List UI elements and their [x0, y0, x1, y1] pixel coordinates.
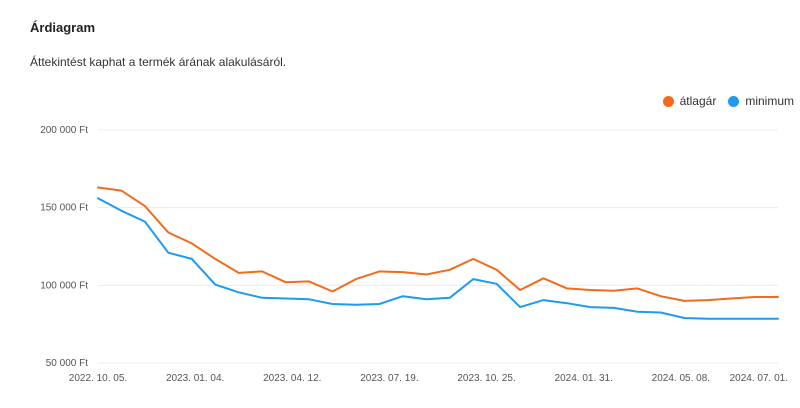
chart-legend: átlagár minimum — [662, 94, 794, 108]
chart-subtitle: Áttekintést kaphat a termék árának alaku… — [30, 55, 287, 69]
legend-item-minimum[interactable]: minimum — [728, 94, 794, 108]
chart-title: Árdiagram — [30, 20, 96, 35]
legend-dot-atlagar — [662, 95, 674, 107]
x-tick-label: 2024. 07. 01. — [730, 373, 788, 384]
legend-label-minimum: minimum — [745, 94, 794, 108]
y-tick-label: 100 000 Ft — [40, 280, 88, 291]
y-tick-label: 150 000 Ft — [40, 203, 88, 214]
x-tick-label: 2022. 10. 05. — [69, 373, 127, 384]
y-tick-label: 50 000 Ft — [46, 358, 88, 369]
x-tick-label: 2023. 04. 12. — [263, 373, 321, 384]
series-line-minimum — [97, 197, 779, 320]
series-line-atlagar — [97, 186, 779, 302]
x-tick-label: 2023. 10. 25. — [457, 373, 515, 384]
x-tick-label: 2023. 07. 19. — [360, 373, 418, 384]
x-tick-label: 2023. 01. 04. — [166, 373, 224, 384]
legend-item-atlagar[interactable]: átlagár — [662, 94, 717, 108]
x-tick-label: 2024. 05. 08. — [652, 373, 710, 384]
x-tick-label: 2024. 01. 31. — [555, 373, 613, 384]
legend-dot-minimum — [728, 95, 740, 107]
y-tick-label: 200 000 Ft — [40, 125, 88, 136]
legend-label-atlagar: átlagár — [679, 94, 717, 108]
